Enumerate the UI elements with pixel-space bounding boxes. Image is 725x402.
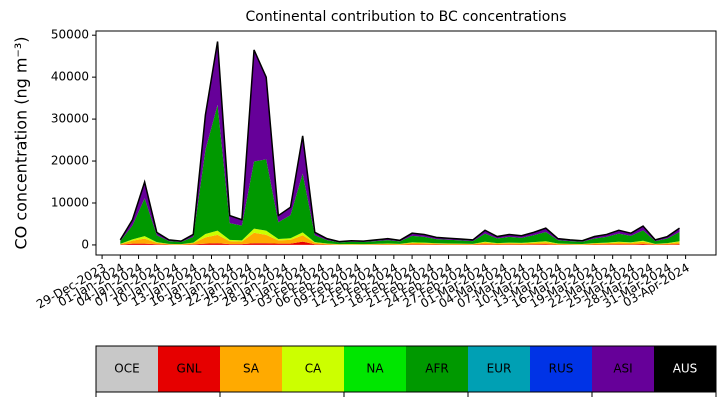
colorbar: OCE GNL SA CA NA AFR EUR RUS ASI AUS bbox=[96, 346, 716, 392]
colorbar-label: AUS bbox=[673, 362, 698, 376]
colorbar-label: EUR bbox=[487, 362, 512, 376]
colorbar-label: GNL bbox=[177, 362, 202, 376]
y-axis-label: CO concentration (ng m⁻³) bbox=[12, 36, 31, 249]
colorbar-cell bbox=[654, 346, 716, 392]
colorbar-label: OCE bbox=[114, 362, 139, 376]
y-tick-label: 30000 bbox=[51, 112, 89, 126]
area bbox=[120, 228, 680, 245]
colorbar-cell bbox=[406, 346, 468, 392]
area bbox=[120, 232, 680, 245]
colorbar-cell bbox=[530, 346, 592, 392]
colorbar-cell bbox=[220, 346, 282, 392]
y-tick-label: 20000 bbox=[51, 154, 89, 168]
colorbar-ticks bbox=[95, 392, 717, 397]
total-outline bbox=[119, 41, 680, 243]
chart-title: Continental contribution to BC concentra… bbox=[245, 9, 566, 25]
colorbar-label: SA bbox=[243, 362, 260, 376]
y-tick-label: 10000 bbox=[51, 195, 89, 209]
area bbox=[120, 241, 680, 245]
colorbar-cell bbox=[282, 346, 344, 392]
y-tick-label: 50000 bbox=[51, 28, 89, 42]
colorbar-cell bbox=[158, 346, 220, 392]
y-tick-label: 40000 bbox=[51, 70, 89, 84]
colorbar-cell bbox=[96, 346, 158, 392]
area bbox=[120, 41, 680, 243]
colorbar-label: CA bbox=[305, 362, 322, 376]
colorbar-frame bbox=[95, 345, 717, 393]
colorbar-label: RUS bbox=[549, 362, 574, 376]
colorbar-cell bbox=[592, 346, 654, 392]
colorbar-cell bbox=[468, 346, 530, 392]
colorbar-cell bbox=[344, 346, 406, 392]
colorbar-label: AFR bbox=[425, 362, 448, 376]
area bbox=[120, 104, 680, 245]
y-tick-label: 0 bbox=[81, 237, 89, 251]
plot-frame bbox=[95, 30, 717, 256]
plot-area bbox=[119, 41, 680, 245]
colorbar-label: NA bbox=[366, 362, 384, 376]
colorbar-label: ASI bbox=[613, 362, 632, 376]
